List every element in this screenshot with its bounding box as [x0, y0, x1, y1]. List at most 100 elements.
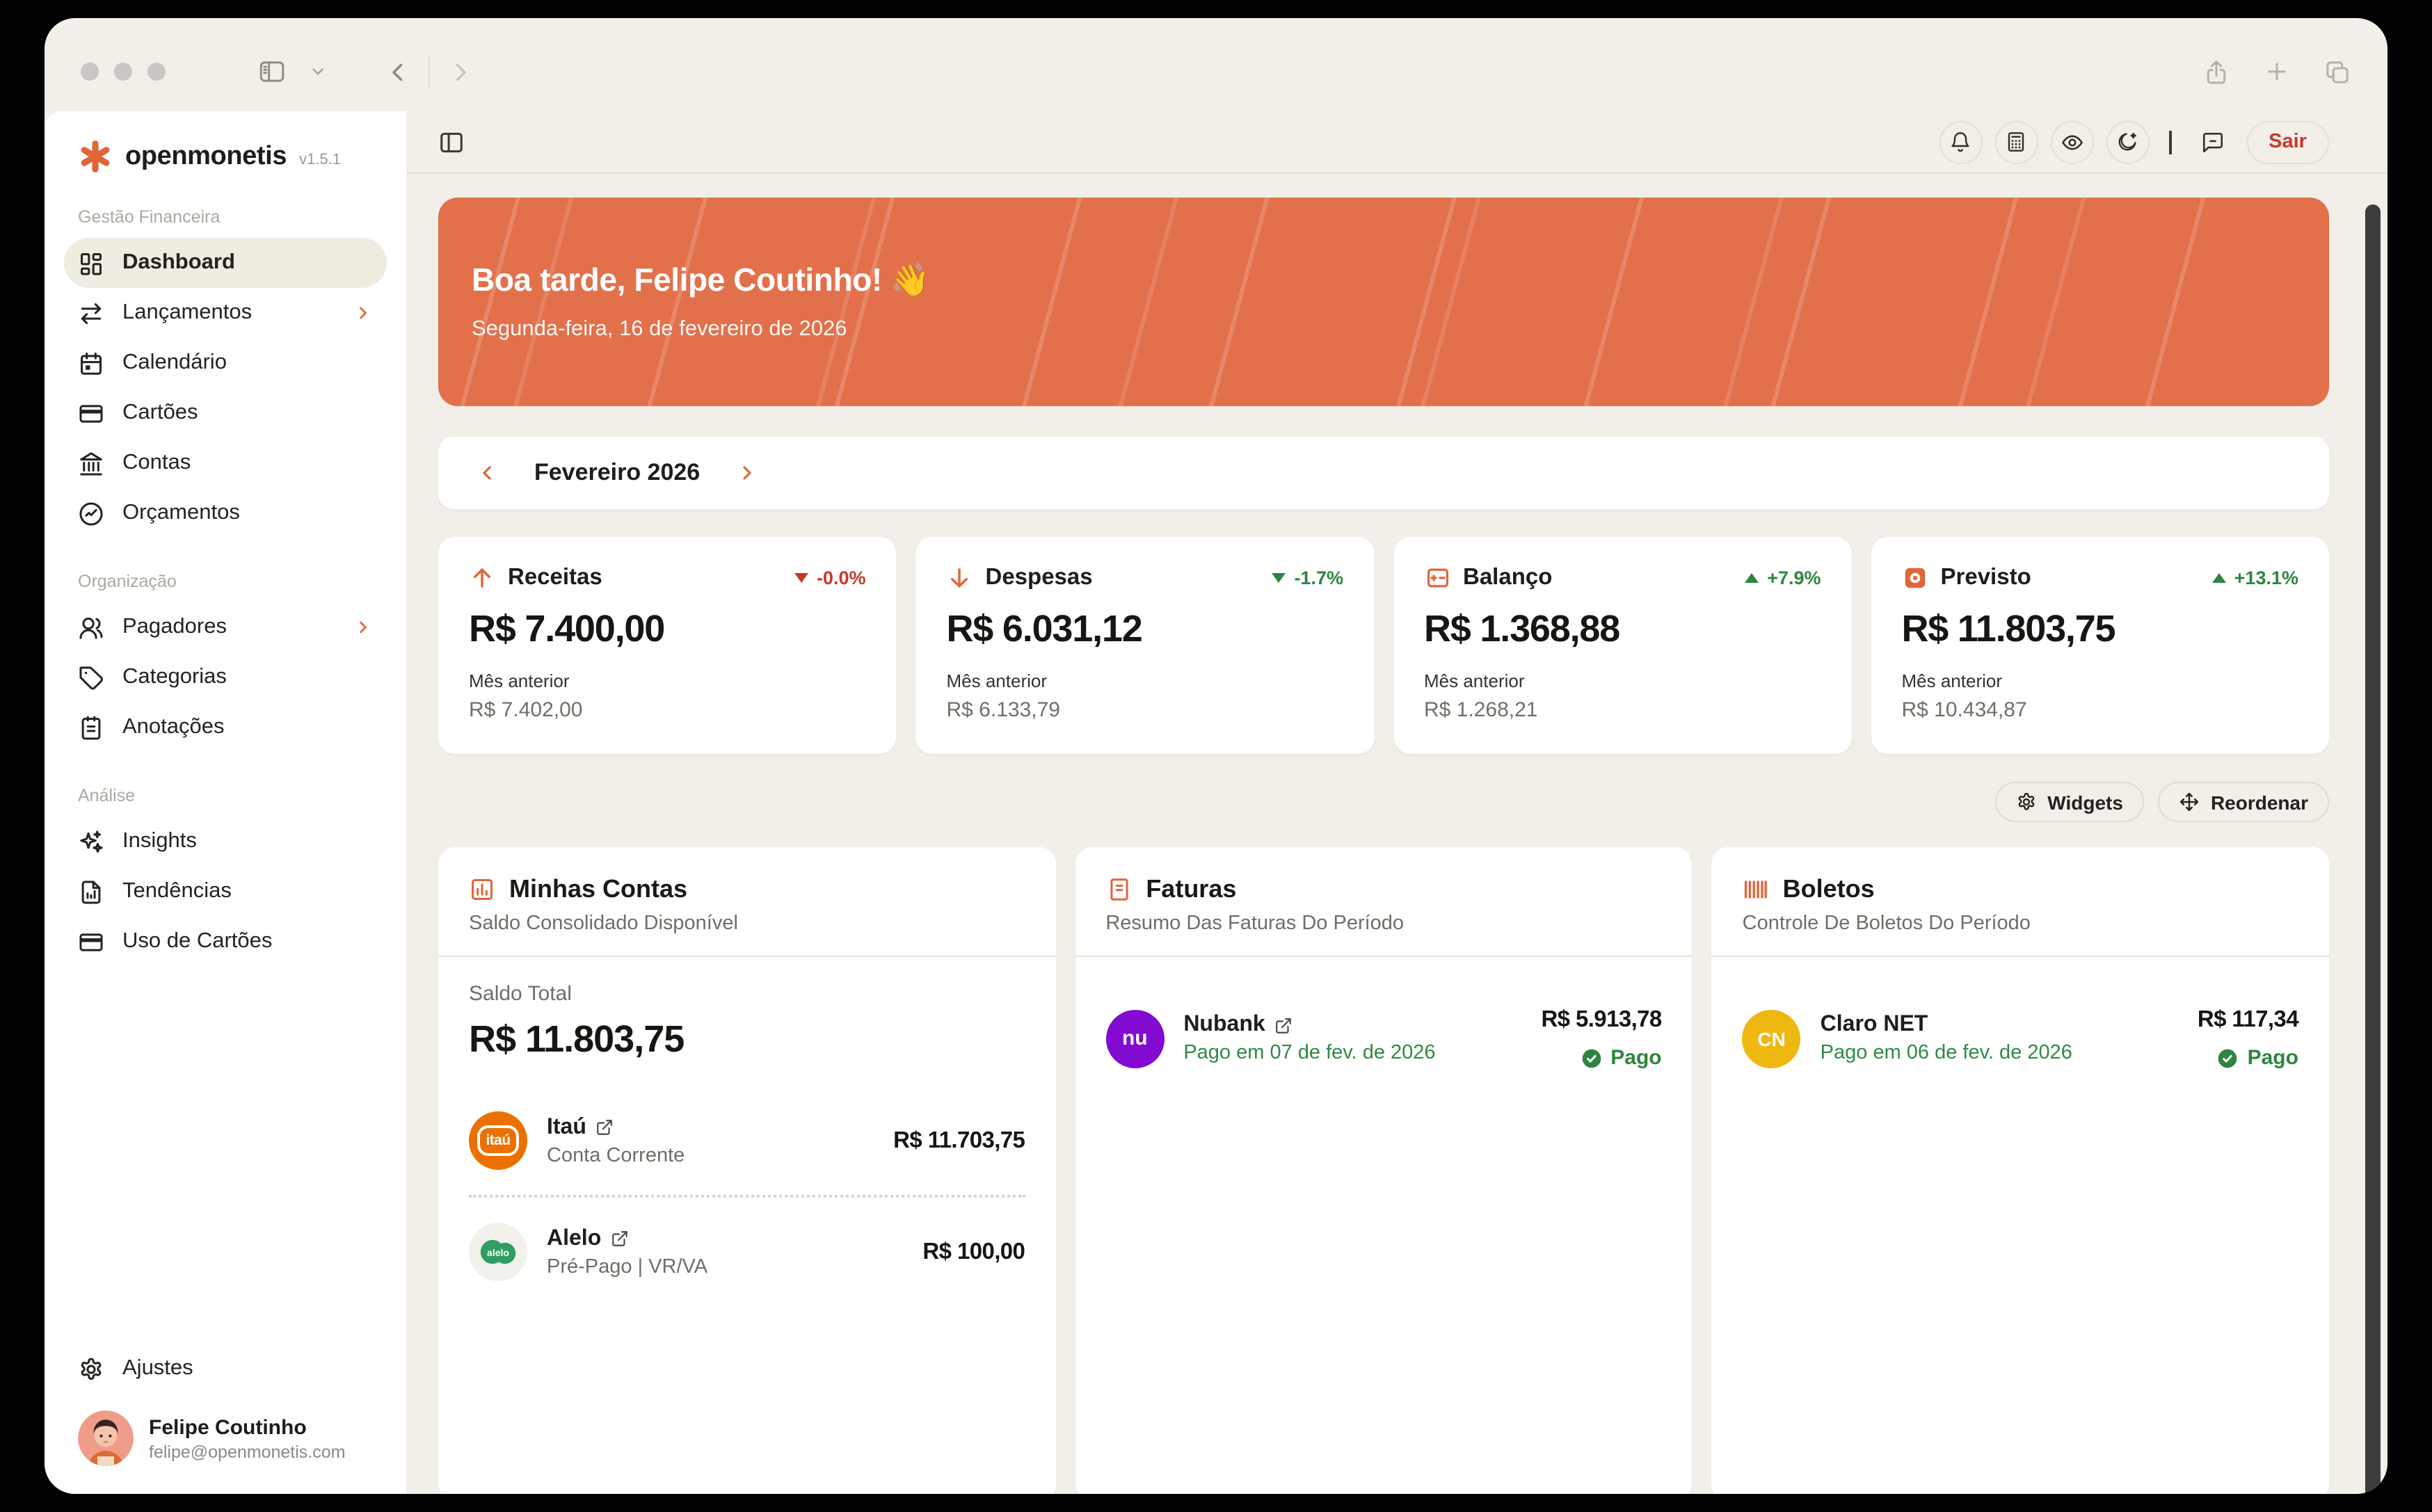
- traffic-lights: [81, 63, 166, 81]
- sidebar-item-label: Cartões: [122, 401, 198, 424]
- stat-prev-amount: R$ 1.268,21: [1424, 698, 1538, 722]
- invoice-paid-date: Pago em 07 de fev. de 2026: [1183, 1042, 1436, 1064]
- back-button-icon[interactable]: [385, 59, 410, 84]
- user-email: felipe@openmonetis.com: [149, 1442, 346, 1461]
- next-month-button[interactable]: [736, 462, 758, 484]
- sidebar-item-dashboard[interactable]: Dashboard: [64, 238, 387, 288]
- boleto-row-claro-net[interactable]: CN Claro NET Pago em 06 de fev. de 2026 …: [1742, 976, 2299, 1070]
- sidebar-item-calendario[interactable]: Calendário: [64, 338, 387, 388]
- user-profile[interactable]: Felipe Coutinho felipe@openmonetis.com: [64, 1394, 387, 1469]
- sidebar-item-ajustes[interactable]: Ajustes: [64, 1344, 387, 1394]
- sidebar-item-insights[interactable]: Insights: [64, 817, 387, 867]
- month-selector: Fevereiro 2026: [438, 437, 2329, 509]
- sidebar-item-label: Uso de Cartões: [122, 929, 273, 953]
- boleto-amount: R$ 117,34: [2197, 1007, 2299, 1032]
- feedback-button[interactable]: [2191, 120, 2234, 163]
- close-window-button[interactable]: [81, 63, 99, 81]
- sidebar-item-cartoes[interactable]: Cartões: [64, 388, 387, 438]
- minimize-window-button[interactable]: [114, 63, 132, 81]
- share-icon[interactable]: [2202, 58, 2230, 86]
- sidebar-item-lancamentos[interactable]: Lançamentos: [64, 288, 387, 338]
- moon-stars-icon: [2118, 132, 2137, 151]
- brand-logo-icon: [78, 139, 113, 174]
- stat-prev-label: Mês anterior: [946, 670, 1048, 691]
- external-link-icon[interactable]: [1275, 1016, 1293, 1034]
- stat-prev-label: Mês anterior: [469, 670, 570, 691]
- check-circle-icon: [2218, 1048, 2237, 1068]
- sidebar-item-tendencias[interactable]: Tendências: [64, 867, 387, 917]
- check-circle-icon: [1581, 1048, 1601, 1068]
- stat-prev-amount: R$ 7.402,00: [469, 698, 583, 722]
- stat-prev-label: Mês anterior: [1901, 670, 2003, 691]
- sidebar-item-pagadores[interactable]: Pagadores: [64, 602, 387, 652]
- arrow-up-icon: [469, 565, 495, 591]
- sidebar-item-uso-de-cartoes[interactable]: Uso de Cartões: [64, 917, 387, 967]
- zoom-window-button[interactable]: [147, 63, 166, 81]
- header-divider: [2168, 130, 2172, 154]
- user-name: Felipe Coutinho: [149, 1415, 307, 1439]
- chevron-down-icon[interactable]: [309, 63, 327, 81]
- stat-prev-amount: R$ 6.133,79: [946, 698, 1060, 722]
- sidebar-item-label: Pagadores: [122, 615, 227, 638]
- privacy-button[interactable]: [2050, 120, 2094, 163]
- sidebar-item-label: Dashboard: [122, 250, 235, 274]
- collapse-sidebar-icon[interactable]: [438, 129, 465, 155]
- sidebar-item-label: Lançamentos: [122, 300, 253, 324]
- target-icon: [1902, 565, 1928, 591]
- bar-chart-icon: [469, 876, 495, 903]
- calculator-button[interactable]: [1994, 120, 2038, 163]
- scrollbar-thumb[interactable]: [2365, 204, 2381, 1494]
- reorder-button[interactable]: Reordenar: [2157, 782, 2329, 822]
- dark-mode-button[interactable]: [2106, 120, 2150, 163]
- invoice-amount: R$ 5.913,78: [1541, 1007, 1662, 1032]
- gear-icon: [2017, 792, 2034, 810]
- stat-change-badge: -0.0%: [794, 568, 866, 588]
- previous-month-button[interactable]: [476, 462, 498, 484]
- browser-sidebar-toggle-icon[interactable]: [257, 57, 287, 86]
- new-tab-icon[interactable]: [2264, 58, 2290, 85]
- sidebar-item-contas[interactable]: Contas: [64, 438, 387, 488]
- section-label-gestao: Gestão Financeira: [78, 207, 221, 227]
- widget-cards: Minhas Contas Saldo Consolidado Disponív…: [438, 847, 2329, 1494]
- barcode-icon: [1743, 876, 1769, 903]
- account-type: Conta Corrente: [547, 1144, 685, 1166]
- brand: openmonetis v1.5.1: [64, 134, 387, 174]
- file-chart-icon: [78, 878, 104, 905]
- stat-label: Despesas: [985, 565, 1093, 590]
- stat-prev-label: Mês anterior: [1424, 670, 1525, 691]
- budget-icon: [78, 500, 104, 526]
- titlebar-divider: [429, 56, 430, 87]
- users-icon: [78, 614, 104, 641]
- external-link-icon[interactable]: [596, 1118, 614, 1136]
- stat-change-badge: +13.1%: [2211, 568, 2298, 588]
- widget-subtitle: Resumo Das Faturas Do Período: [1105, 912, 1405, 935]
- sidebar-item-label: Categorias: [122, 665, 227, 689]
- svg-text:alelo: alelo: [487, 1247, 509, 1258]
- boleto-paid-date: Pago em 06 de fev. de 2026: [1820, 1042, 2072, 1064]
- widgets-button[interactable]: Widgets: [1994, 782, 2144, 822]
- account-row-alelo[interactable]: alelo Alelo Pré-Pago | VR/VA: [469, 1209, 1025, 1295]
- triangle-up-icon: [1745, 573, 1759, 583]
- credit-card-icon: [78, 928, 104, 955]
- stat-amount: R$ 1.368,88: [1424, 608, 1620, 650]
- greeting-text: Boa tarde, Felipe Coutinho! 👋: [472, 262, 931, 298]
- logout-button[interactable]: Sair: [2246, 120, 2329, 163]
- sidebar-item-categorias[interactable]: Categorias: [64, 652, 387, 702]
- total-balance-amount: R$ 11.803,75: [469, 1018, 685, 1060]
- forward-button-icon[interactable]: [448, 59, 473, 84]
- eye-icon: [2061, 134, 2082, 150]
- tab-overview-icon[interactable]: [2323, 58, 2351, 86]
- invoice-row-nubank[interactable]: nu Nubank Pago em 07 de fev. de 2026: [1105, 976, 1662, 1070]
- avatar: [78, 1410, 134, 1466]
- account-row-itau[interactable]: itaú Itaú Conta Corrente R$ 11.703,75: [469, 1097, 1025, 1184]
- sidebar-item-orcamentos[interactable]: Orçamentos: [64, 488, 387, 538]
- stat-prev-amount: R$ 10.434,87: [1901, 698, 2027, 722]
- alelo-logo: alelo: [469, 1223, 527, 1281]
- external-link-icon[interactable]: [611, 1230, 629, 1248]
- triangle-down-icon: [794, 573, 808, 583]
- stat-label: Balanço: [1463, 565, 1553, 590]
- sidebar-item-anotacoes[interactable]: Anotações: [64, 702, 387, 753]
- greeting-date: Segunda-feira, 16 de fevereiro de 2026: [472, 317, 847, 341]
- notifications-button[interactable]: [1939, 120, 1983, 163]
